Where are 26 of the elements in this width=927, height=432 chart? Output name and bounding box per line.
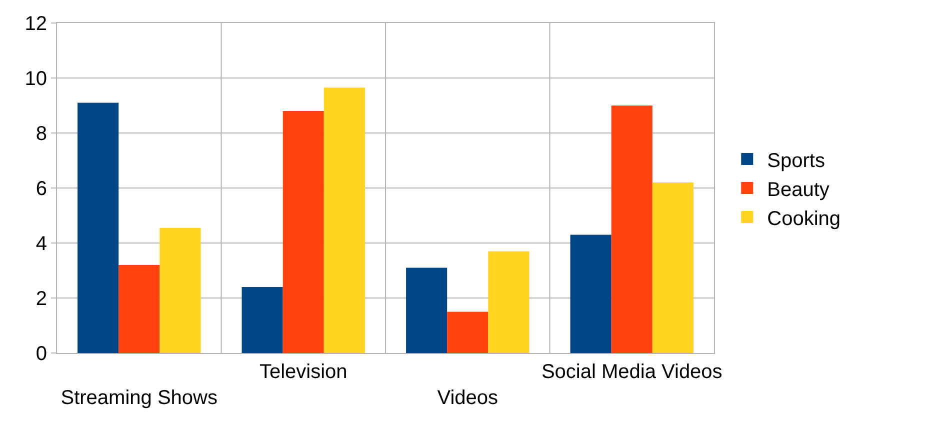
x-tick-label: Social Media Videos — [541, 361, 722, 383]
y-tick-label: 10 — [24, 68, 47, 90]
y-tick-label: 2 — [36, 288, 47, 310]
bar — [652, 182, 694, 353]
x-tick-label: Television — [259, 361, 348, 383]
bar — [78, 102, 119, 353]
bar — [570, 234, 612, 353]
y-tick-label: 8 — [36, 123, 47, 145]
x-tick-label: Streaming Shows — [60, 387, 218, 409]
bar — [488, 251, 530, 353]
bar — [324, 88, 365, 353]
bar — [160, 228, 201, 353]
bar — [611, 106, 652, 353]
y-tick-label: 0 — [36, 343, 47, 365]
bar — [118, 265, 160, 353]
legend-label: Beauty — [767, 178, 830, 201]
y-tick-label: 4 — [36, 233, 47, 255]
bar — [282, 111, 324, 353]
y-tick-label: 6 — [36, 178, 47, 200]
bar — [406, 268, 448, 353]
bar — [447, 312, 488, 353]
y-tick-label: 12 — [24, 13, 47, 35]
legend-label: Cooking — [767, 208, 841, 230]
bar — [242, 287, 283, 353]
x-tick-label: Videos — [437, 387, 498, 409]
legend-label: Sports — [767, 150, 825, 172]
